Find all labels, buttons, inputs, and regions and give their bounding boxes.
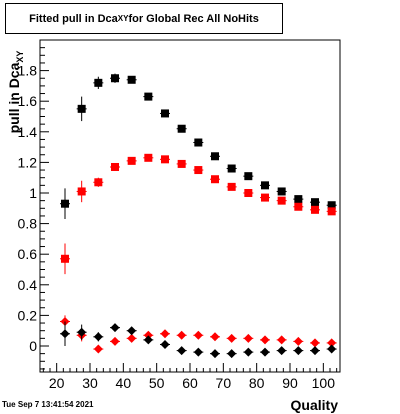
data-point bbox=[277, 346, 287, 356]
data-point bbox=[127, 156, 136, 165]
data-point bbox=[261, 193, 269, 202]
data-point bbox=[177, 346, 187, 356]
data-point bbox=[77, 187, 86, 196]
data-point bbox=[94, 78, 103, 87]
data-point bbox=[111, 162, 119, 171]
data-point bbox=[93, 332, 103, 342]
data-point bbox=[127, 75, 136, 84]
data-point bbox=[194, 138, 203, 147]
data-point bbox=[227, 349, 237, 359]
data-point bbox=[277, 196, 286, 205]
data-point bbox=[210, 349, 220, 359]
data-point bbox=[60, 329, 70, 339]
data-point bbox=[327, 207, 336, 216]
data-point bbox=[227, 182, 236, 191]
timestamp: Tue Sep 7 13:41:54 2021 bbox=[2, 400, 94, 409]
data-point bbox=[260, 347, 270, 357]
data-point bbox=[211, 175, 219, 184]
data-point bbox=[261, 181, 269, 190]
data-point bbox=[61, 199, 69, 208]
data-point bbox=[144, 92, 153, 101]
y-tick-label: 1.8 bbox=[18, 63, 38, 79]
x-tick-label: 100 bbox=[312, 375, 336, 391]
x-tick-label: 30 bbox=[82, 375, 98, 391]
data-point bbox=[193, 347, 203, 357]
series-3 bbox=[60, 321, 337, 359]
data-point bbox=[244, 172, 253, 181]
x-tick-label: 70 bbox=[216, 375, 232, 391]
data-point bbox=[310, 346, 320, 356]
data-point bbox=[110, 323, 120, 333]
data-point bbox=[227, 164, 236, 173]
data-point bbox=[327, 344, 337, 354]
x-axis-label: Quality bbox=[291, 397, 339, 413]
data-point bbox=[194, 166, 203, 175]
y-axis-label: pull in DcaXY bbox=[6, 51, 25, 134]
data-point bbox=[93, 344, 103, 354]
y-tick-label: 0.4 bbox=[18, 277, 38, 293]
y-tick-label: 0.6 bbox=[18, 246, 38, 262]
data-point bbox=[177, 330, 187, 340]
data-point bbox=[327, 201, 336, 210]
data-point bbox=[210, 332, 220, 342]
data-point bbox=[177, 159, 186, 168]
x-tick-label: 60 bbox=[182, 375, 198, 391]
y-tick-label: 1.6 bbox=[18, 93, 38, 109]
data-point bbox=[160, 339, 170, 349]
data-point bbox=[327, 338, 337, 348]
data-point bbox=[227, 333, 237, 343]
y-tick-label: 0.2 bbox=[18, 307, 38, 323]
chart-title-main: Fitted pull in Dca bbox=[29, 12, 118, 25]
data-point bbox=[293, 346, 303, 356]
data-point bbox=[193, 330, 203, 340]
data-point bbox=[77, 327, 87, 337]
data-point bbox=[260, 335, 270, 345]
data-point bbox=[277, 335, 287, 345]
axis-ticks: 20 30 40 50 60 70 80 90 100 0 0.2 0.4 0.6 0.8 1 1.2 1.4 1… bbox=[18, 47, 338, 391]
data-point bbox=[244, 188, 253, 197]
y-tick-label: 0.8 bbox=[18, 216, 38, 232]
data-point bbox=[311, 205, 319, 214]
series-1 bbox=[60, 153, 337, 275]
chart-title-rest: for Global Rec All NoHits bbox=[128, 12, 259, 25]
series-0 bbox=[60, 73, 337, 220]
data-point bbox=[294, 202, 303, 211]
data-point bbox=[160, 329, 170, 339]
data-point bbox=[143, 330, 153, 340]
data-point bbox=[293, 336, 303, 346]
x-tick-label: 20 bbox=[49, 375, 65, 391]
x-tick-label: 90 bbox=[282, 375, 298, 391]
data-point bbox=[127, 326, 137, 336]
data-point bbox=[161, 155, 169, 164]
data-point bbox=[277, 187, 286, 196]
data-point bbox=[311, 198, 319, 207]
x-tick-label: 80 bbox=[249, 375, 265, 391]
data-point bbox=[243, 347, 253, 357]
data-point bbox=[61, 254, 69, 263]
data-point bbox=[77, 104, 86, 113]
data-point bbox=[161, 109, 169, 118]
x-tick-label: 40 bbox=[116, 375, 132, 391]
chart-title-subscript: XY bbox=[117, 14, 129, 23]
data-point bbox=[143, 335, 153, 345]
data-point bbox=[111, 74, 119, 83]
y-tick-label: 1 bbox=[29, 185, 37, 201]
y-tick-label: 1.2 bbox=[18, 154, 38, 170]
data-marks bbox=[60, 73, 337, 359]
data-point bbox=[310, 338, 320, 348]
data-point bbox=[177, 124, 186, 133]
data-point bbox=[94, 178, 103, 187]
data-point bbox=[127, 333, 137, 343]
data-point bbox=[144, 153, 153, 162]
y-tick-label: 1.4 bbox=[18, 124, 38, 140]
chart-title: Fitted pull in Dca XY for Global Rec All … bbox=[5, 3, 283, 34]
x-tick-label: 50 bbox=[149, 375, 165, 391]
y-tick-label: 0 bbox=[29, 338, 37, 354]
data-point bbox=[243, 333, 253, 343]
data-point bbox=[211, 152, 219, 161]
series-2 bbox=[60, 315, 337, 354]
data-point bbox=[110, 336, 120, 346]
data-point bbox=[294, 195, 303, 204]
